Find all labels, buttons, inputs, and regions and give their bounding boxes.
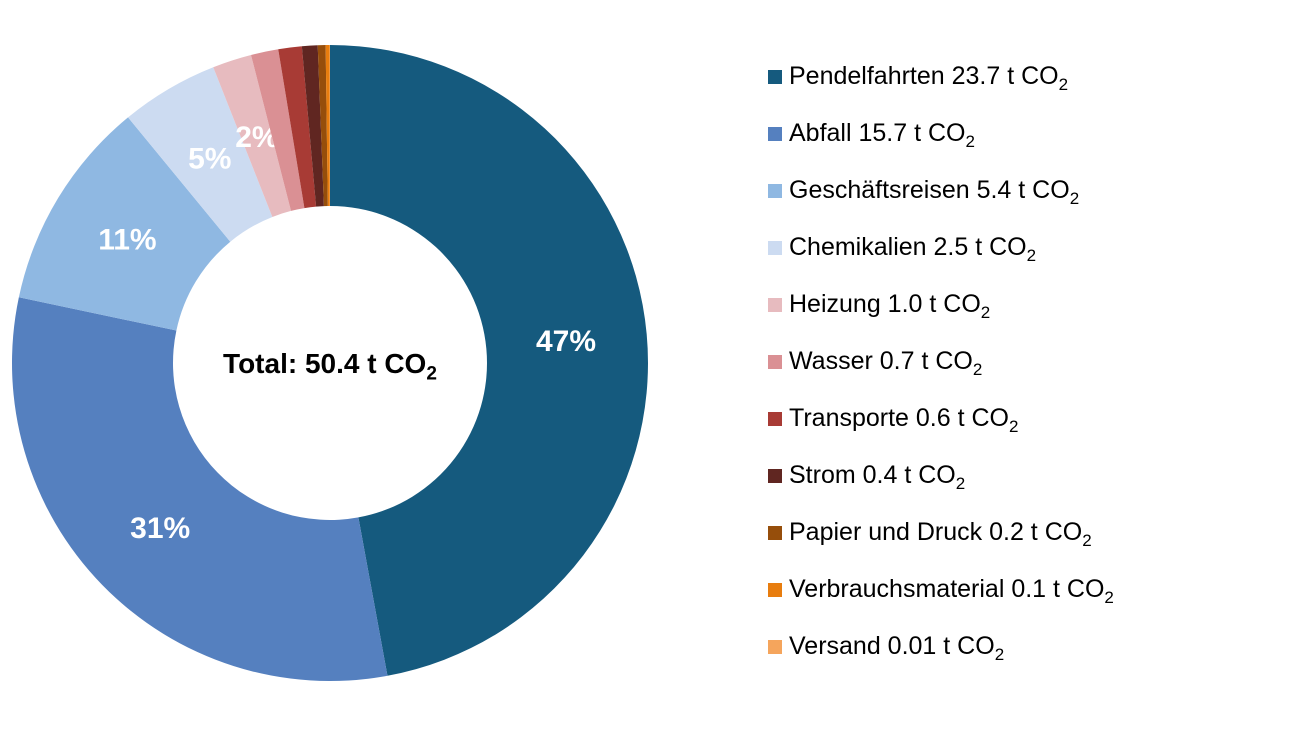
legend-item-gesch-ftsreisen: Geschäftsreisen 5.4 t CO2: [768, 162, 1114, 219]
co2-subscript: 2: [426, 363, 437, 385]
legend-item-versand: Versand 0.01 t CO2: [768, 618, 1114, 675]
legend-swatch-icon: [768, 468, 782, 483]
legend-label: Heizung 1.0 t CO2: [789, 290, 991, 322]
donut-segment-heizung: [213, 54, 292, 217]
co2-subscript: 2: [1009, 417, 1019, 436]
donut-segment-pendelfahrten: [330, 45, 648, 676]
co2-subscript: 2: [1026, 246, 1037, 265]
co2-subscript: 2: [980, 303, 991, 322]
donut-segment-chemikalien: [128, 67, 273, 242]
legend-swatch-icon: [768, 240, 782, 255]
donut-segment-gesch-ftsreisen: [18, 117, 231, 331]
co2-subscript: 2: [1058, 75, 1069, 94]
segment-percent-label: 47%: [536, 325, 596, 358]
legend-swatch-icon: [768, 183, 782, 198]
legend-swatch-icon: [768, 525, 782, 540]
donut-segment-abfall: [12, 297, 388, 681]
legend-label: Geschäftsreisen 5.4 t CO2: [789, 176, 1080, 208]
co2-subscript: 2: [1104, 588, 1114, 607]
legend-swatch-icon: [768, 69, 782, 84]
legend-item-heizung: Heizung 1.0 t CO2: [768, 276, 1114, 333]
legend-swatch-icon: [768, 354, 782, 369]
donut-center-total-label: Total: 50.4 t CO2: [223, 348, 437, 385]
legend-label: Versand 0.01 t CO2: [789, 632, 1005, 664]
legend-swatch-icon: [768, 297, 782, 312]
legend-label: Papier und Druck 0.2 t CO2: [789, 518, 1092, 550]
co2-subscript: 2: [994, 645, 1005, 664]
segment-percent-label: 11%: [98, 224, 156, 257]
co2-subscript: 2: [955, 474, 966, 493]
co2-subscript: 2: [1082, 531, 1092, 550]
donut-segment-verbrauchsmaterial: [325, 45, 330, 207]
legend-label: Verbrauchsmaterial 0.1 t CO2: [789, 575, 1114, 607]
legend-item-pendelfahrten: Pendelfahrten 23.7 t CO2: [768, 48, 1114, 105]
donut-segment-strom: [301, 45, 324, 207]
legend-swatch-icon: [768, 126, 782, 141]
legend-item-wasser: Wasser 0.7 t CO2: [768, 333, 1114, 390]
legend-label: Pendelfahrten 23.7 t CO2: [789, 62, 1069, 94]
donut-segment-papier-und-druck: [317, 45, 328, 207]
legend-label: Wasser 0.7 t CO2: [789, 347, 983, 379]
legend-item-strom: Strom 0.4 t CO2: [768, 447, 1114, 504]
segment-percent-label: 31%: [130, 512, 190, 545]
legend-item-verbrauchsmaterial: Verbrauchsmaterial 0.1 t CO2: [768, 561, 1114, 618]
legend-item-papier-und-druck: Papier und Druck 0.2 t CO2: [768, 504, 1114, 561]
legend-swatch-icon: [768, 582, 782, 597]
legend-label: Strom 0.4 t CO2: [789, 461, 966, 493]
legend-item-abfall: Abfall 15.7 t CO2: [768, 105, 1114, 162]
legend-label: Chemikalien 2.5 t CO2: [789, 233, 1037, 265]
legend-swatch-icon: [768, 411, 782, 426]
co2-subscript: 2: [1069, 189, 1080, 208]
legend-label: Transporte 0.6 t CO2: [789, 404, 1019, 436]
co2-subscript: 2: [972, 360, 983, 379]
legend-label: Abfall 15.7 t CO2: [789, 119, 975, 151]
legend-item-chemikalien: Chemikalien 2.5 t CO2: [768, 219, 1114, 276]
chart-legend: Pendelfahrten 23.7 t CO2 Abfall 15.7 t CO…: [768, 48, 1114, 675]
donut-segment-wasser: [251, 49, 305, 211]
co2-subscript: 2: [965, 132, 975, 151]
legend-item-transporte: Transporte 0.6 t CO2: [768, 390, 1114, 447]
segment-percent-label: 5%: [188, 142, 231, 175]
donut-segment-transporte: [278, 46, 317, 209]
legend-swatch-icon: [768, 639, 782, 654]
